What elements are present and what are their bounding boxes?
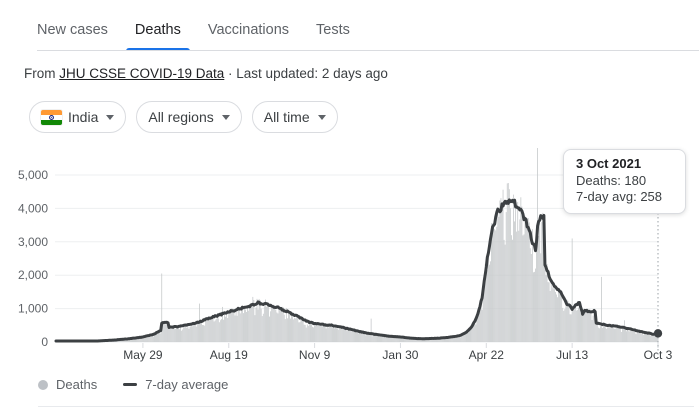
daily-deaths-bars [56, 148, 659, 342]
svg-text:5,000: 5,000 [18, 168, 48, 182]
time-dropdown-label: All time [263, 109, 310, 125]
legend-deaths-label: Deaths [56, 377, 98, 392]
svg-text:Apr 22: Apr 22 [469, 348, 505, 362]
avg-line [54, 198, 660, 343]
chevron-down-icon [317, 114, 326, 120]
filter-row: India All regions All time [29, 101, 338, 133]
tooltip-avg: 7-day avg: 258 [576, 189, 663, 204]
tab-label: Tests [316, 21, 350, 38]
svg-text:1,000: 1,000 [18, 302, 48, 316]
svg-text:0: 0 [41, 335, 48, 349]
svg-text:Oct 3: Oct 3 [644, 348, 673, 362]
svg-text:Jan 30: Jan 30 [382, 348, 418, 362]
india-flag-icon [41, 109, 62, 125]
tab-label: Deaths [134, 21, 181, 38]
tab-bar-divider [37, 50, 699, 51]
tooltip-deaths: Deaths: 180 [576, 172, 647, 188]
svg-text:May 29: May 29 [123, 348, 163, 362]
chevron-down-icon [221, 114, 230, 120]
svg-text:Aug 19: Aug 19 [210, 348, 248, 362]
chart-tooltip: 3 Oct 2021 Deaths: 180 7-day avg: 258 [563, 149, 686, 214]
tooltip-date: 3 Oct 2021 [576, 156, 642, 171]
deaths-chart[interactable]: 0 1,000 2,000 3,000 4,000 5,000 May 29 Aug 19 No… [0, 140, 699, 375]
time-dropdown[interactable]: All time [251, 101, 338, 133]
tab-label: Vaccinations [207, 21, 290, 38]
svg-text:4,000: 4,000 [18, 201, 48, 215]
highlight-point [653, 329, 663, 338]
legend-avg-label: 7-day average [145, 377, 229, 392]
svg-text:2,000: 2,000 [18, 268, 48, 282]
legend-avg: 7-day average [123, 377, 228, 392]
tab-new-cases[interactable]: New cases [37, 9, 108, 50]
bottom-divider [38, 406, 694, 407]
y-axis-labels: 0 1,000 2,000 3,000 4,000 5,000 [18, 168, 48, 349]
region-dropdown[interactable]: All regions [136, 101, 242, 133]
source-updated: · Last updated: 2 days ago [224, 66, 388, 81]
country-dropdown-label: India [68, 109, 99, 125]
svg-text:3,000: 3,000 [18, 235, 48, 249]
tab-bar: New cases Deaths Vaccinations Tests [0, 0, 699, 51]
source-link[interactable]: JHU CSSE COVID-19 Data [59, 66, 225, 81]
legend-deaths: Deaths [38, 377, 97, 392]
avg-line-icon [123, 383, 138, 386]
tab-tests[interactable]: Tests [316, 9, 350, 50]
region-dropdown-label: All regions [148, 109, 214, 125]
active-tab-underline [125, 48, 190, 51]
chevron-down-icon [106, 114, 115, 120]
tab-label: New cases [37, 21, 108, 38]
country-dropdown[interactable]: India [29, 101, 127, 133]
source-prefix: From [24, 66, 60, 81]
tab-deaths[interactable]: Deaths [125, 9, 190, 51]
tab-vaccinations[interactable]: Vaccinations [208, 9, 289, 50]
deaths-dot-icon [38, 379, 48, 390]
svg-text:Jul 13: Jul 13 [556, 348, 588, 362]
source-line: From JHU CSSE COVID-19 Data · Last updat… [24, 66, 388, 81]
x-axis-labels: May 29 Aug 19 Nov 9 Jan 30 Apr 22 Jul 13 Oct 3 [123, 348, 672, 362]
svg-text:Nov 9: Nov 9 [299, 348, 331, 362]
chart-legend: Deaths 7-day average [38, 377, 228, 392]
